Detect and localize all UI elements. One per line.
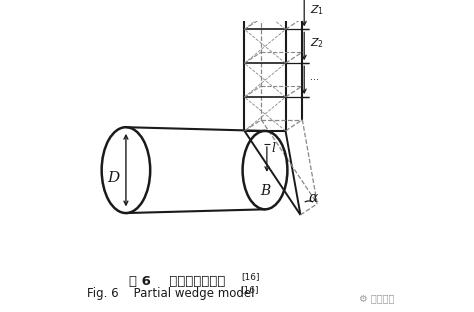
Text: ⚙ 中天重工: ⚙ 中天重工 — [359, 293, 395, 303]
Text: [16]: [16] — [241, 285, 259, 294]
Text: ...: ... — [310, 72, 319, 82]
Text: α: α — [309, 191, 318, 205]
Text: $Z_2$: $Z_2$ — [310, 37, 324, 51]
Text: $Z_1$: $Z_1$ — [310, 3, 324, 17]
Text: l: l — [272, 142, 275, 155]
Text: 图 6    部分楔形体模型: 图 6 部分楔形体模型 — [129, 275, 226, 288]
Text: D: D — [107, 171, 119, 185]
Text: [16]: [16] — [242, 272, 260, 281]
Text: Fig. 6    Partial wedge model: Fig. 6 Partial wedge model — [87, 287, 255, 300]
Text: B: B — [260, 184, 270, 198]
